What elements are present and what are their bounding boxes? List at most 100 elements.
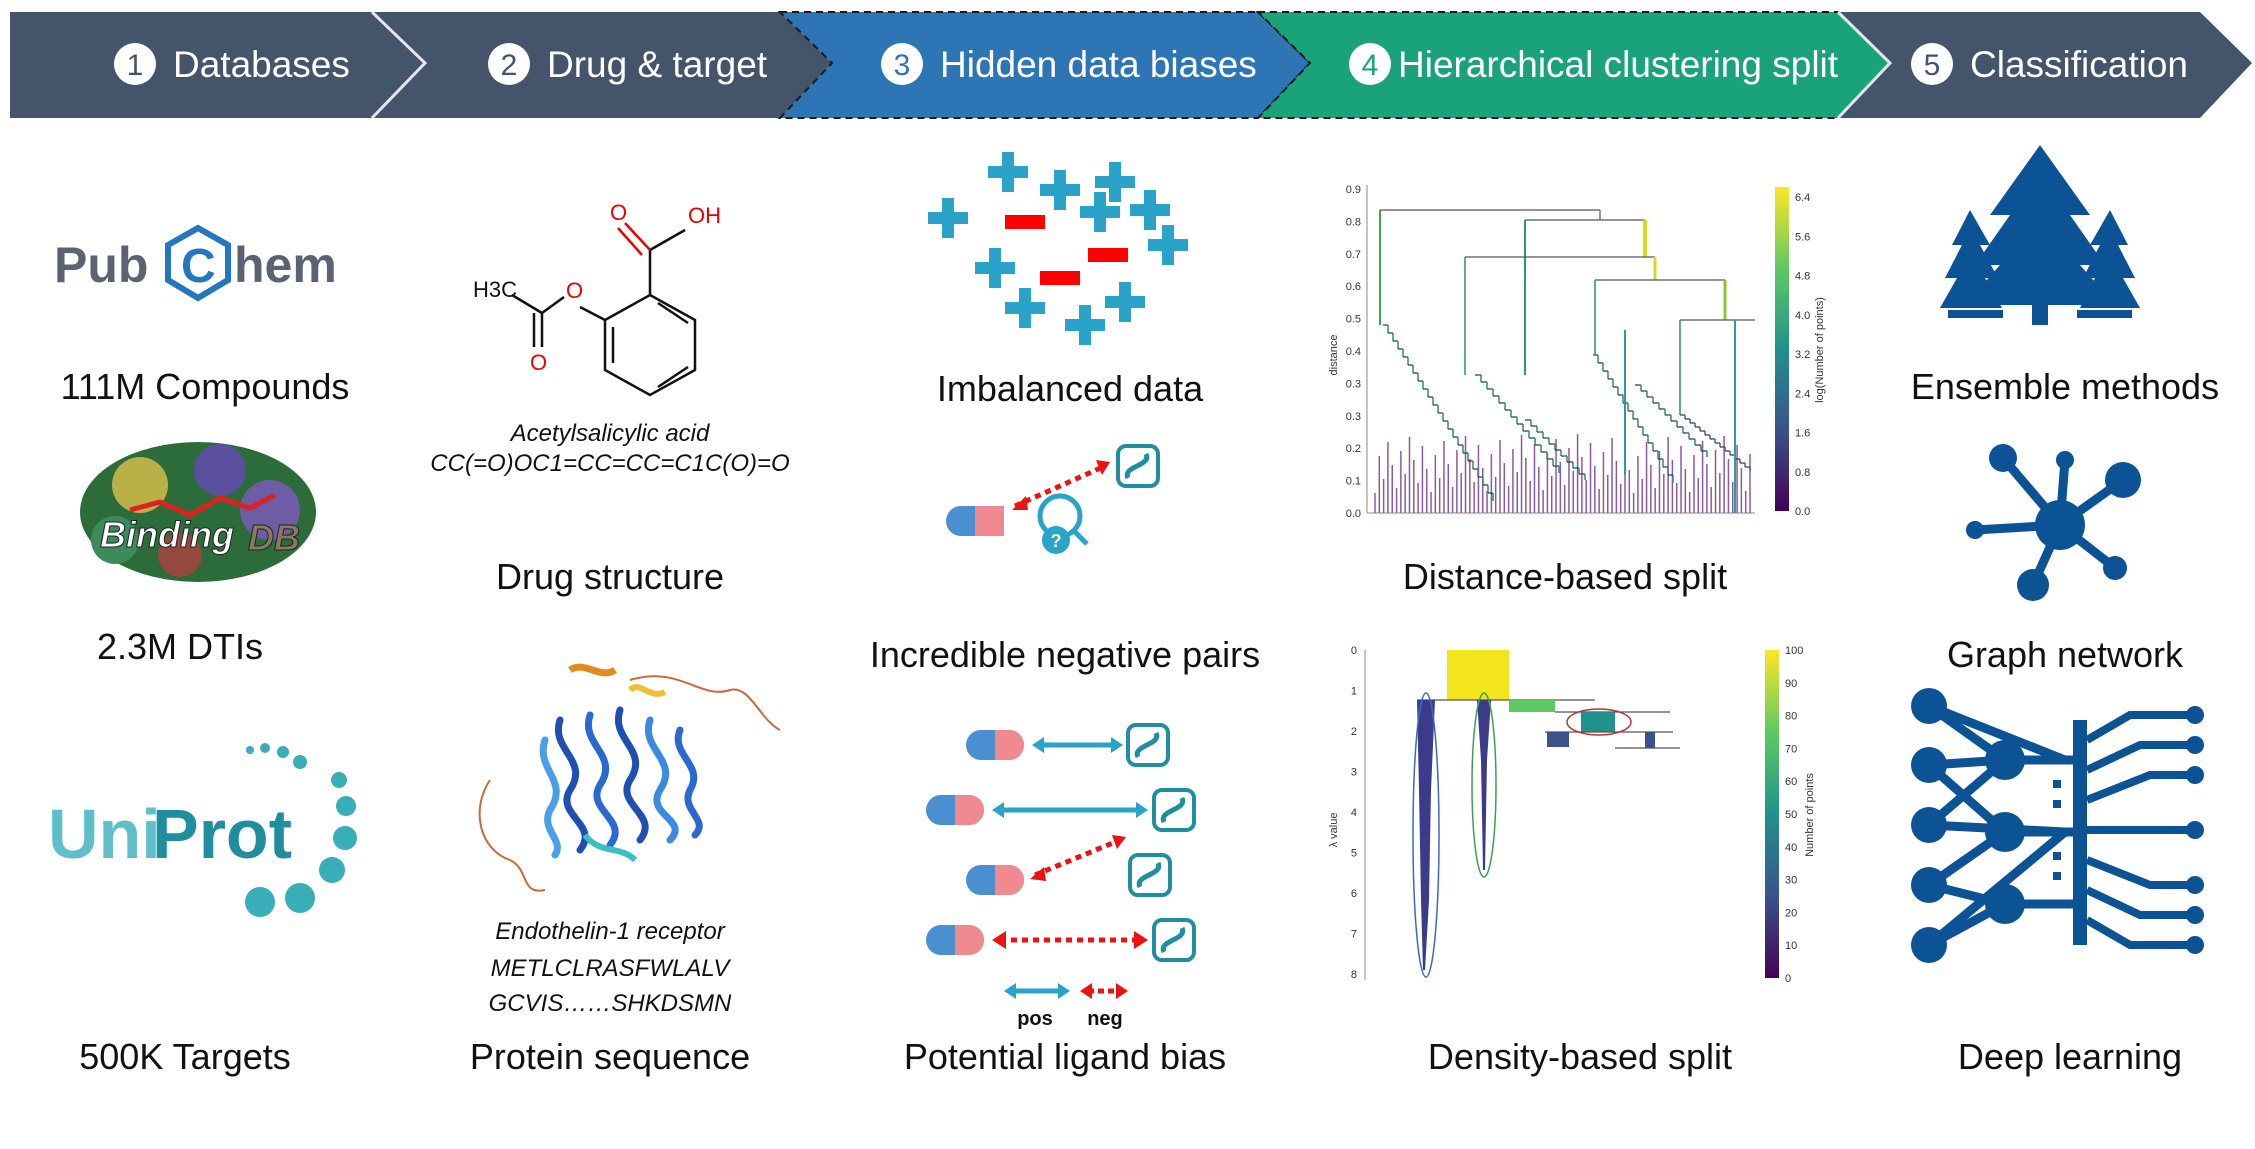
process-banner: 1 Databases 2 Drug & target 3 Hidden dat… (10, 10, 2252, 120)
dendrogram-plot: 0.0 0.1 0.2 0.3 0.3 0.4 0.5 0.6 0.7 0.8 0.9 distanc… (1328, 184, 1826, 520)
step-5-number: 5 (1924, 49, 1941, 82)
protein-seq-line2: GCVIS……SHKDSMN (488, 990, 732, 1017)
atom-o-ester: O (566, 278, 583, 303)
pubchem-caption: 111M Compounds (60, 366, 350, 407)
step-2-label: Drug & target (547, 44, 768, 85)
svg-text:C: C (181, 240, 216, 293)
dendro-ytick: 0.0 (1346, 508, 1361, 520)
condensed-colorbar-tick: 60 (1785, 776, 1797, 788)
condensed-colorbar-tick: 90 (1785, 678, 1797, 690)
condensed-ytick: 5 (1351, 848, 1357, 860)
uniprot-caption: 500K Targets (79, 1036, 291, 1077)
dendro-colorbar-tick: 2.4 (1795, 388, 1810, 400)
neg-legend-arrow (1080, 983, 1128, 999)
svg-text:DB: DB (248, 517, 300, 558)
step-4-number: 4 (1362, 49, 1379, 82)
plus-sign-icon (1080, 192, 1120, 232)
condensed-ytick: 0 (1351, 645, 1357, 657)
condensed-colorbar (1765, 650, 1779, 978)
step-2-chevron[interactable]: 2 Drug & target (372, 12, 832, 118)
graph-network-caption: Graph network (1946, 634, 2184, 675)
uniprot-dots-icon (245, 743, 357, 917)
pubchem-logo[interactable]: Pub C hem (50, 218, 350, 308)
protein-seq-line1: METLCLRASFWLALV (490, 955, 730, 982)
condensed-colorbar-tick: 50 (1785, 809, 1797, 821)
dendro-colorbar-label: log(Number of points) (1814, 297, 1826, 403)
question-search-icon: ? (1037, 493, 1089, 554)
dendro-colorbar-tick: 1.6 (1795, 428, 1810, 440)
dendro-ytick: 0.7 (1346, 249, 1361, 261)
protein-structure-image (478, 663, 780, 892)
condensed-ytick: 3 (1351, 767, 1357, 779)
step-3-number-badge (881, 43, 923, 85)
step-1-number-badge (114, 43, 156, 85)
condensed-ytick: 4 (1351, 807, 1357, 819)
negative-pairs-caption: Incredible negative pairs (869, 634, 1261, 675)
imbalanced-caption: Imbalanced data (936, 368, 1204, 409)
dendro-ytick: 0.5 (1346, 314, 1361, 326)
atom-o: O (610, 200, 627, 225)
condensed-colorbar-tick: 20 (1785, 907, 1797, 919)
step-4-chevron[interactable]: 4 Hierarchical clustering split (1255, 11, 1892, 119)
bindingdb-logo[interactable]: Binding DB (70, 440, 345, 590)
dendro-colorbar-tick: 5.6 (1795, 231, 1810, 243)
step-4-label: Hierarchical clustering split (1398, 44, 1839, 85)
dendro-colorbar-tick: 6.4 (1795, 192, 1810, 204)
step-5-number-badge (1911, 43, 1953, 85)
dendro-colorbar-tick: 0.8 (1795, 467, 1810, 479)
condensed-colorbar-tick: 30 (1785, 875, 1797, 887)
cluster-highlight (1566, 708, 1632, 736)
plus-sign-icon (975, 248, 1015, 288)
bindingdb-caption: 2.3M DTIs (96, 626, 264, 667)
minus-sign-icon (1040, 271, 1080, 285)
drug-smiles: CC(=O)OC1=CC=CC=C1C(O)=O (430, 450, 790, 477)
dendro-ytick: 0.1 (1346, 476, 1361, 488)
step-1-chevron[interactable]: 1 Databases (10, 12, 425, 118)
pubchem-logo-text-left: Pub (54, 237, 148, 293)
dendro-ytick: 0.6 (1346, 281, 1361, 293)
step-1-number: 1 (127, 49, 144, 82)
protein-sequence-caption: Protein sequence (469, 1036, 751, 1077)
condensed-ytick: 8 (1351, 969, 1357, 981)
condensed-colorbar-tick: 0 (1785, 973, 1791, 985)
distance-split-caption: Distance-based split (1402, 556, 1728, 597)
plus-sign-icon (1065, 305, 1105, 345)
ensemble-caption: Ensemble methods (1910, 366, 2220, 407)
step-5-chevron[interactable]: 5 Classification (1838, 12, 2252, 118)
step-2-number-badge (488, 43, 530, 85)
dendro-colorbar-tick: 4.0 (1795, 310, 1810, 322)
plus-sign-icon (1095, 162, 1135, 202)
atom-oh: OH (688, 203, 721, 228)
uniprot-logo[interactable]: Uni Prot (40, 740, 370, 930)
dendro-colorbar-tick: 4.8 (1795, 271, 1810, 283)
dendro-ytick: 0.8 (1346, 216, 1361, 228)
imbalanced-data-icon (928, 152, 1188, 345)
plus-sign-icon (1130, 190, 1170, 230)
plus-sign-icon (988, 152, 1028, 192)
condensed-ylabel: λ value (1328, 813, 1340, 848)
pos-legend-arrow (1004, 983, 1070, 999)
negative-pairs-icon: ? (946, 444, 1160, 554)
drug-structure-caption: Drug structure (495, 556, 725, 597)
condensed-colorbar-tick: 80 (1785, 711, 1797, 723)
aspirin-structure: O OH O O H3C (473, 200, 721, 397)
step-4-number-badge (1349, 43, 1391, 85)
atom-h3c: H3C (473, 277, 517, 302)
condensed-colorbar-label: Number of points (1804, 773, 1816, 857)
plus-sign-icon (1040, 170, 1080, 210)
hexagon-icon (165, 224, 231, 302)
cluster-highlight (1412, 692, 1440, 978)
pubchem-logo-text-right: hem (234, 237, 337, 293)
graph-network-icon (1966, 444, 2141, 601)
pos-legend-label: pos (1017, 1008, 1053, 1030)
ligand-bias-diagram: pos neg (926, 723, 1196, 1030)
step-3-chevron[interactable]: 3 Hidden data biases (777, 11, 1312, 119)
condensed-colorbar-tick: 100 (1785, 645, 1803, 657)
condensed-colorbar-tick: 10 (1785, 940, 1797, 952)
minus-sign-icon (1088, 248, 1128, 262)
neg-legend-label: neg (1087, 1008, 1123, 1030)
condensed-ytick: 6 (1351, 888, 1357, 900)
step-2-number: 2 (501, 49, 518, 82)
atom-o-carbonyl: O (530, 350, 547, 375)
condensed-colorbar-tick: 70 (1785, 743, 1797, 755)
